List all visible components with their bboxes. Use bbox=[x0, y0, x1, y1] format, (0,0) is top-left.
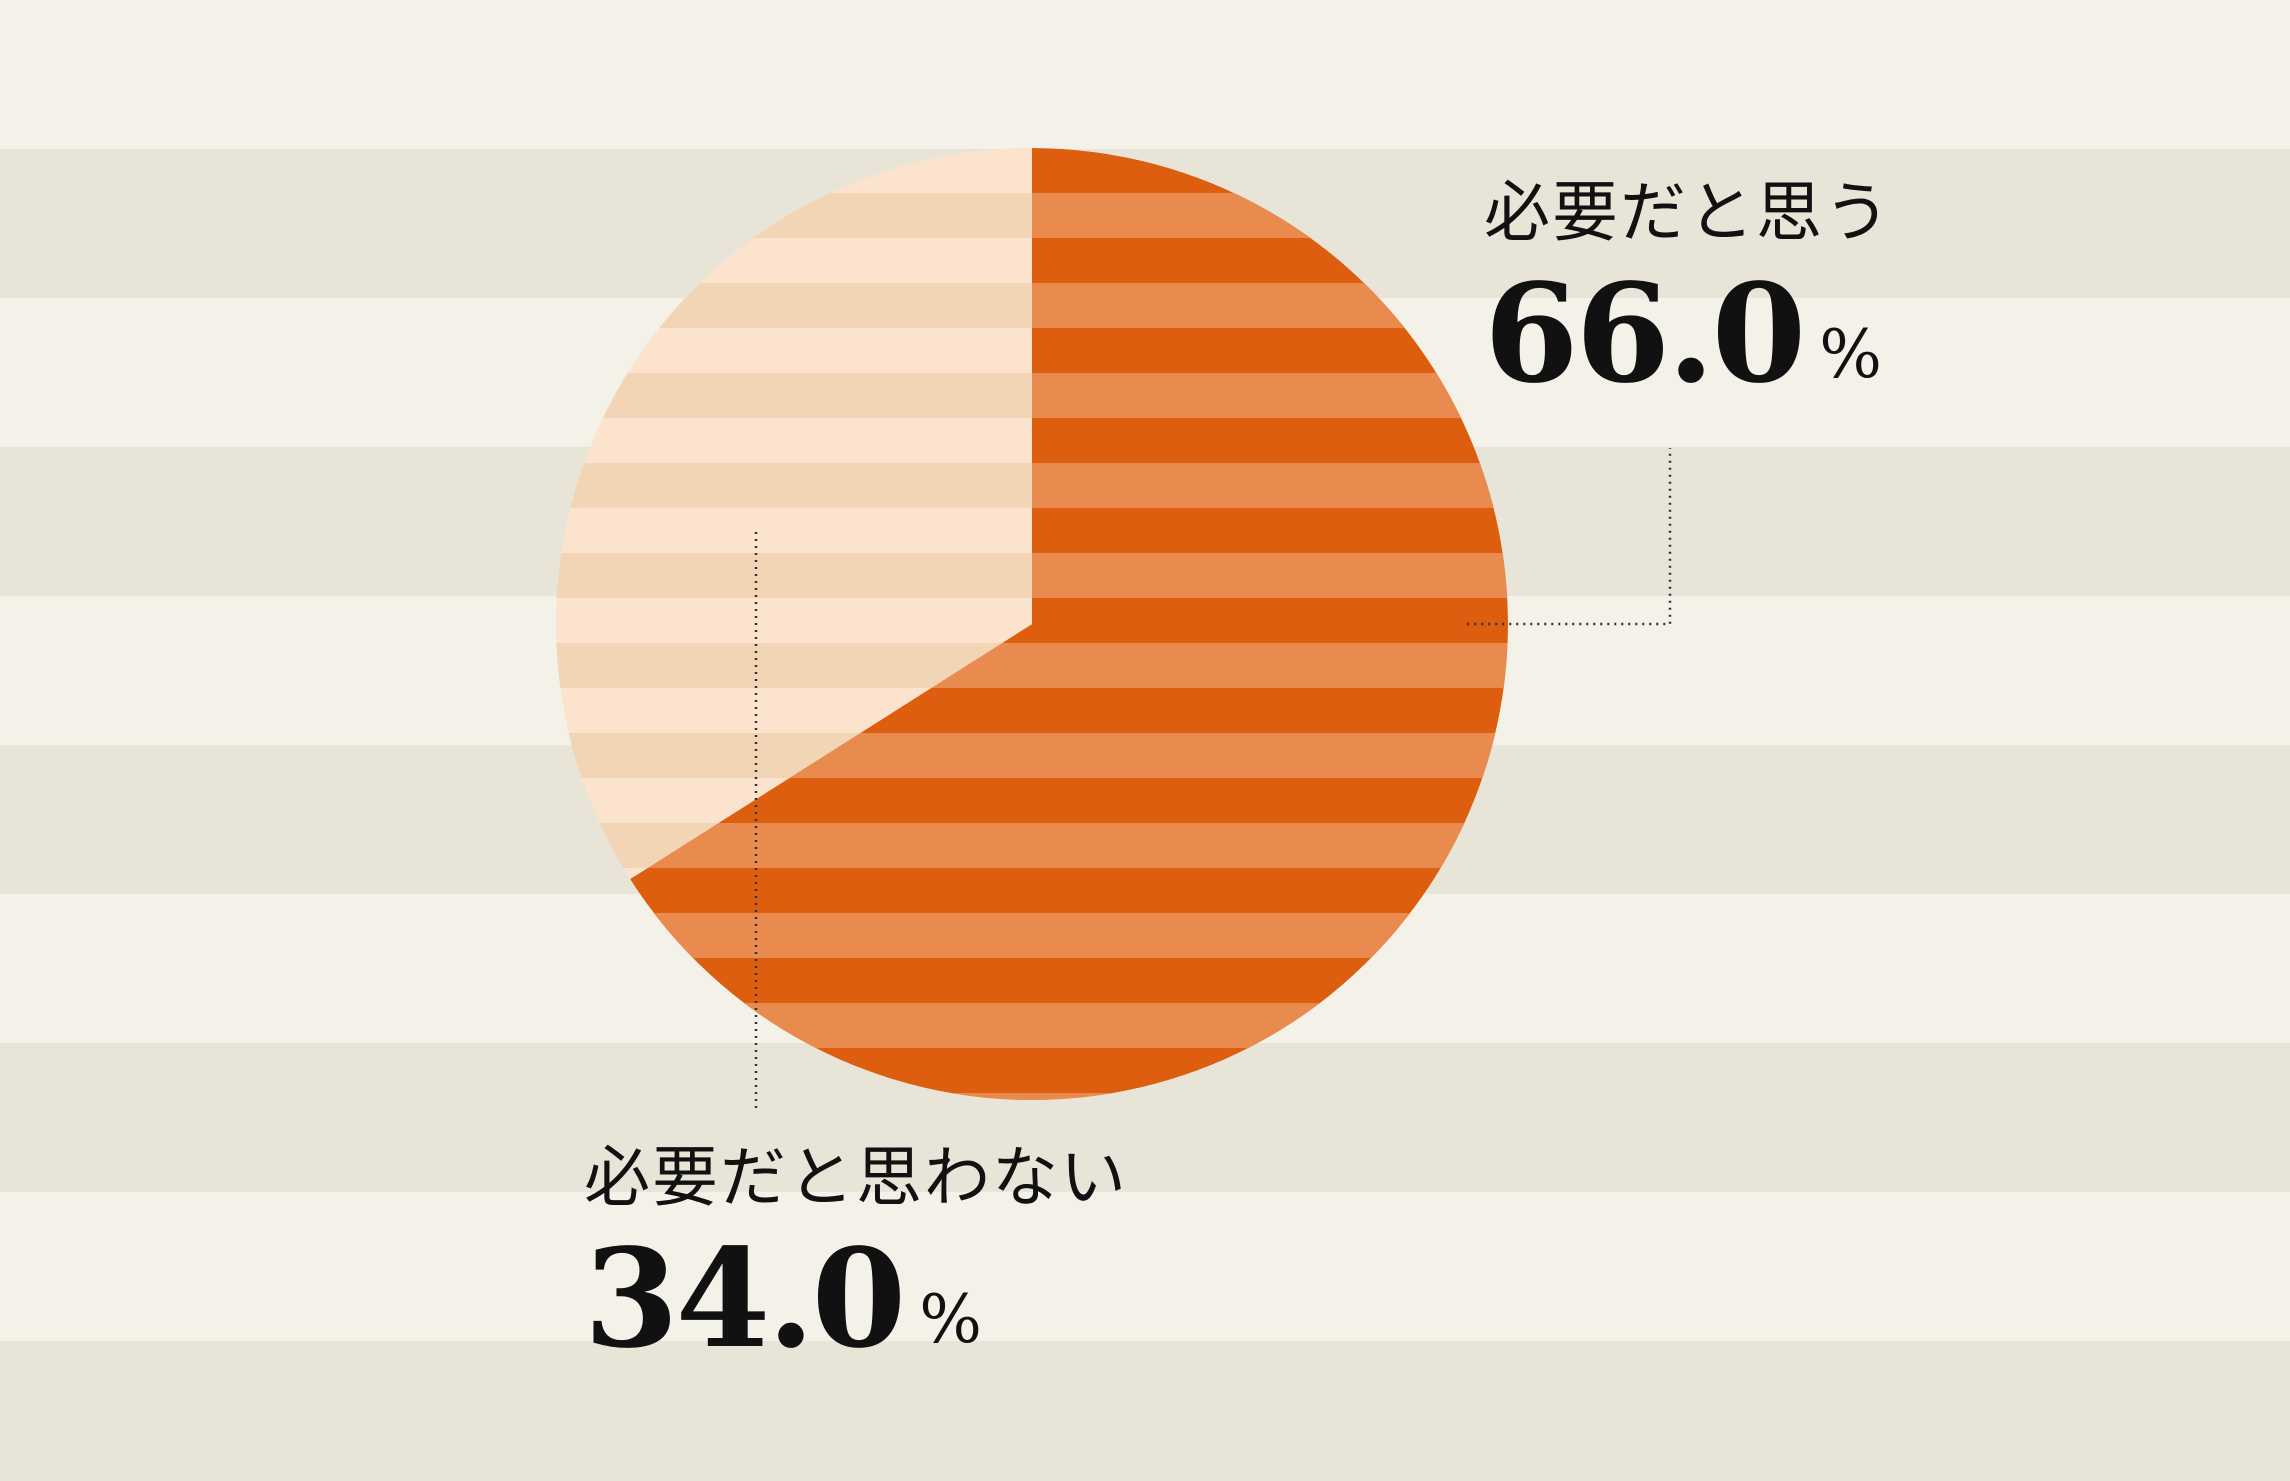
background-stripe bbox=[0, 1341, 2290, 1481]
slice-stripe bbox=[556, 553, 1032, 598]
slice-label-disagree: 必要だと思わない 34.0% bbox=[584, 1139, 1128, 1368]
slice-unit-disagree: % bbox=[919, 1281, 982, 1358]
background-stripe bbox=[0, 1192, 2290, 1341]
slice-stripe bbox=[630, 1093, 1508, 1101]
slice-value-agree: 66.0% bbox=[1484, 266, 1892, 402]
slice-stripe bbox=[630, 913, 1508, 958]
slice-label-agree: 必要だと思う 66.0% bbox=[1484, 174, 1892, 403]
background-stripe bbox=[0, 0, 2290, 149]
slice-stripe bbox=[630, 823, 1508, 868]
slice-percent-disagree: 34.0 bbox=[584, 1219, 906, 1379]
slice-stripe bbox=[556, 373, 1032, 418]
slice-name-agree: 必要だと思う bbox=[1484, 174, 1892, 251]
slice-value-disagree: 34.0% bbox=[584, 1231, 1128, 1367]
slice-percent-agree: 66.0 bbox=[1484, 254, 1806, 414]
slice-unit-agree: % bbox=[1819, 316, 1882, 393]
slice-stripe bbox=[556, 463, 1032, 508]
slice-name-disagree: 必要だと思わない bbox=[584, 1139, 1128, 1216]
